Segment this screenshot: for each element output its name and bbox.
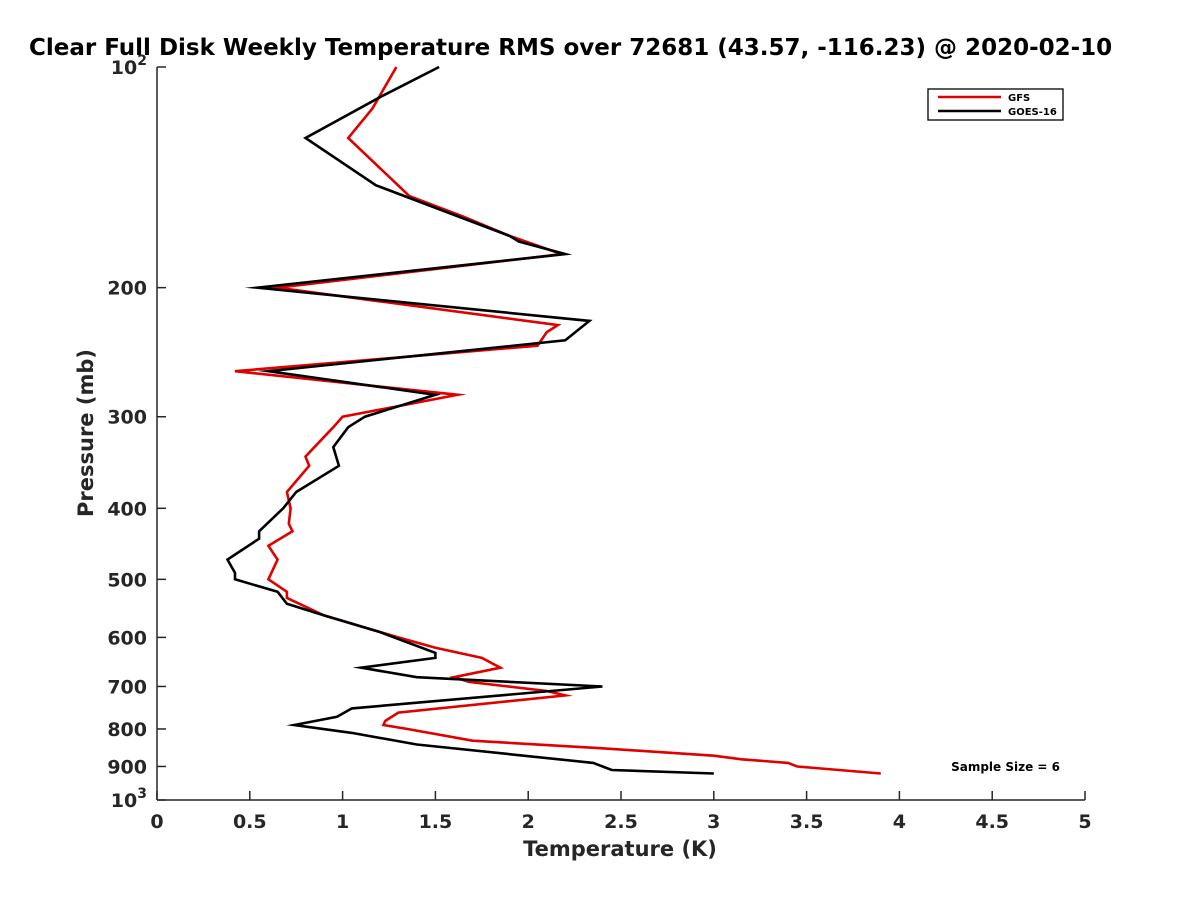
legend-label-gfs: GFS [1008, 93, 1030, 104]
y-tick-label: 103 [111, 786, 147, 812]
y-tick-label: 400 [107, 498, 147, 520]
x-tick-label: 1 [336, 811, 349, 833]
y-tick-label: 500 [107, 569, 147, 591]
y-tick-label: 200 [107, 278, 147, 300]
x-axis-label: Temperature (K) [523, 837, 717, 861]
x-tick-label: 2.5 [604, 811, 638, 833]
x-tick-label: 0.5 [233, 811, 267, 833]
x-tick-label: 3 [707, 811, 720, 833]
x-tick-label: 0 [150, 811, 163, 833]
chart-title: Clear Full Disk Weekly Temperature RMS o… [29, 35, 1112, 61]
legend: GFS GOES-16 [927, 88, 1064, 121]
sample-size-annotation: Sample Size = 6 [951, 760, 1060, 774]
plot-area [157, 67, 1085, 800]
x-tick-label: 5 [1078, 811, 1091, 833]
x-tick-label: 2 [522, 811, 535, 833]
x-tick-label: 4.5 [975, 811, 1009, 833]
series-line-goes-16 [225, 65, 714, 775]
plot-background [157, 67, 1085, 800]
y-tick-label: 900 [107, 756, 147, 778]
axes-layer: 0 0.5 1 1.5 2 2.5 3 3.5 4 4.5 5 102 200 300 400 500 600 7… [107, 53, 1091, 833]
y-tick-label: 600 [107, 627, 147, 649]
y-tick-label: 102 [111, 53, 147, 79]
x-tick-label: 4 [893, 811, 906, 833]
y-tick-label: 700 [107, 676, 147, 698]
legend-box [927, 88, 1064, 121]
y-tick-label: 300 [107, 407, 147, 429]
series-line-gfs [234, 66, 881, 775]
x-tick-label: 3.5 [790, 811, 824, 833]
x-tick-label: 1.5 [419, 811, 453, 833]
legend-label-goes-16: GOES-16 [1008, 107, 1057, 118]
series-layer [225, 65, 881, 775]
y-tick-label: 800 [107, 719, 147, 741]
y-axis-label: Pressure (mb) [74, 349, 98, 517]
